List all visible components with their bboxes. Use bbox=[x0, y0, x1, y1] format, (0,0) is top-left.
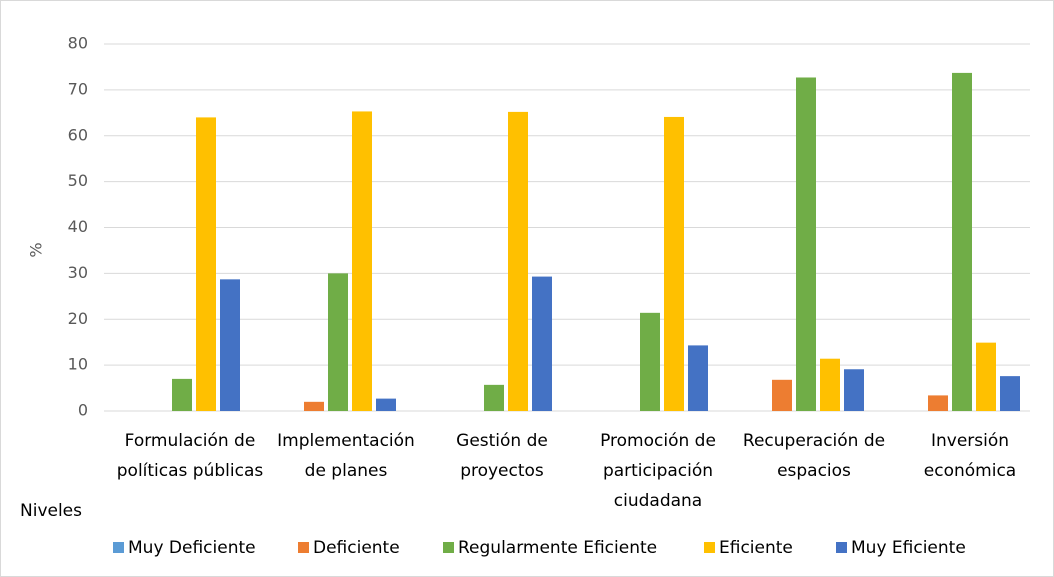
x-tick-label: Recuperación de bbox=[743, 431, 885, 451]
bar bbox=[352, 111, 372, 411]
bar bbox=[172, 378, 192, 411]
bar bbox=[952, 72, 972, 412]
legend-label: Muy Deficiente bbox=[128, 538, 256, 558]
bar bbox=[820, 358, 840, 411]
y-tick-label: 20 bbox=[68, 309, 88, 328]
legend-swatch bbox=[298, 542, 309, 553]
x-axis-label: Niveles bbox=[20, 501, 82, 521]
y-tick-label: 30 bbox=[68, 263, 88, 282]
bar bbox=[772, 379, 792, 411]
y-tick-label: 60 bbox=[68, 125, 88, 144]
y-tick-label: 80 bbox=[68, 34, 88, 53]
x-tick-label: Gestión de bbox=[456, 431, 548, 451]
x-tick-label: proyectos bbox=[460, 461, 544, 481]
y-tick-label: 0 bbox=[78, 401, 88, 420]
bar bbox=[220, 279, 240, 411]
x-tick-label: Inversión bbox=[931, 431, 1009, 451]
x-tick-label: Implementación bbox=[277, 431, 415, 451]
x-tick-label: de planes bbox=[305, 461, 388, 481]
y-axis-label: % bbox=[27, 242, 46, 257]
bar bbox=[928, 395, 948, 411]
legend-label: Eficiente bbox=[719, 538, 793, 558]
bar bbox=[304, 401, 324, 411]
bar bbox=[1000, 376, 1020, 411]
bar bbox=[844, 369, 864, 411]
x-tick-label: espacios bbox=[777, 461, 851, 481]
bar bbox=[532, 276, 552, 411]
bar bbox=[796, 77, 816, 412]
bar bbox=[664, 116, 684, 411]
bar bbox=[508, 111, 528, 412]
bar bbox=[484, 384, 504, 411]
x-tick-label: económica bbox=[924, 461, 1016, 481]
legend-label: Regularmente Eficiente bbox=[458, 538, 657, 558]
legend-swatch bbox=[443, 542, 454, 553]
bar bbox=[376, 398, 396, 411]
legend-label: Muy Eficiente bbox=[851, 538, 966, 558]
y-tick-label: 40 bbox=[68, 217, 88, 236]
y-tick-label: 10 bbox=[68, 355, 88, 374]
bar bbox=[688, 345, 708, 411]
bar bbox=[640, 312, 660, 411]
legend-swatch bbox=[836, 542, 847, 553]
y-tick-label: 70 bbox=[68, 79, 88, 98]
legend-label: Deficiente bbox=[313, 538, 400, 558]
bar bbox=[328, 273, 348, 411]
legend-swatch bbox=[113, 542, 124, 553]
y-tick-label: 50 bbox=[68, 171, 88, 190]
x-tick-label: participación bbox=[603, 461, 713, 481]
legend-swatch bbox=[704, 542, 715, 553]
x-tick-label: políticas públicas bbox=[117, 461, 264, 481]
x-tick-label: ciudadana bbox=[614, 491, 702, 511]
x-tick-label: Formulación de bbox=[125, 431, 256, 451]
bar bbox=[976, 342, 996, 411]
bar bbox=[196, 117, 216, 412]
x-tick-label: Promoción de bbox=[600, 431, 716, 451]
